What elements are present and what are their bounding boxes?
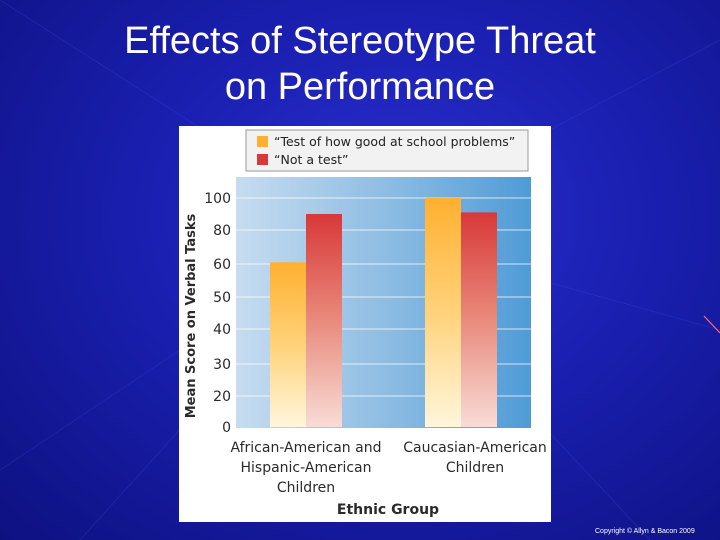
- y-tick-label: 50: [213, 290, 231, 306]
- slide-title: Effects of Stereotype Threat on Performa…: [0, 18, 720, 110]
- y-tick-label: 60: [213, 257, 231, 273]
- y-tick-label: 40: [213, 322, 231, 338]
- chart-figure: “Test of how good at school problems” “N…: [179, 126, 551, 522]
- y-tick-label: 100: [204, 191, 231, 207]
- x-axis-categories: African-American and Hispanic-American Chi…: [231, 440, 547, 496]
- x-category-label: Children: [277, 480, 335, 496]
- bar-test: [425, 198, 461, 427]
- x-category-label: Caucasian-American: [403, 440, 547, 456]
- legend-swatch-test: [257, 136, 268, 147]
- legend: “Test of how good at school problems” “N…: [245, 129, 529, 172]
- slide-title-line-1: Effects of Stereotype Threat: [124, 20, 596, 62]
- y-axis-label: Mean Score on Verbal Tasks: [184, 213, 199, 418]
- x-category-label: Children: [446, 460, 504, 476]
- y-tick-label: 30: [213, 357, 231, 373]
- bar-not-test: [461, 212, 497, 427]
- legend-swatch-not-test: [257, 154, 268, 165]
- legend-label-not-test: “Not a test”: [274, 152, 348, 167]
- bar-not-test: [306, 214, 342, 427]
- legend-label-test: “Test of how good at school problems”: [274, 134, 515, 149]
- y-tick-label: 80: [213, 223, 231, 239]
- copyright-notice: Copyright © Allyn & Bacon 2009: [595, 528, 695, 535]
- slide-title-line-2: on Performance: [224, 66, 496, 108]
- bar-test: [270, 262, 306, 427]
- x-category-label: African-American and: [231, 440, 382, 456]
- bar-chart: “Test of how good at school problems” “N…: [179, 126, 551, 522]
- y-tick-label: 0: [222, 420, 231, 436]
- y-tick-label: 20: [213, 389, 231, 405]
- x-axis-label: Ethnic Group: [337, 502, 439, 518]
- bars: [270, 198, 497, 427]
- accent-line: [703, 315, 720, 334]
- y-axis-ticks: 0 20 30 40 50 60 80 100: [204, 191, 231, 436]
- x-category-label: Hispanic-American: [240, 460, 371, 476]
